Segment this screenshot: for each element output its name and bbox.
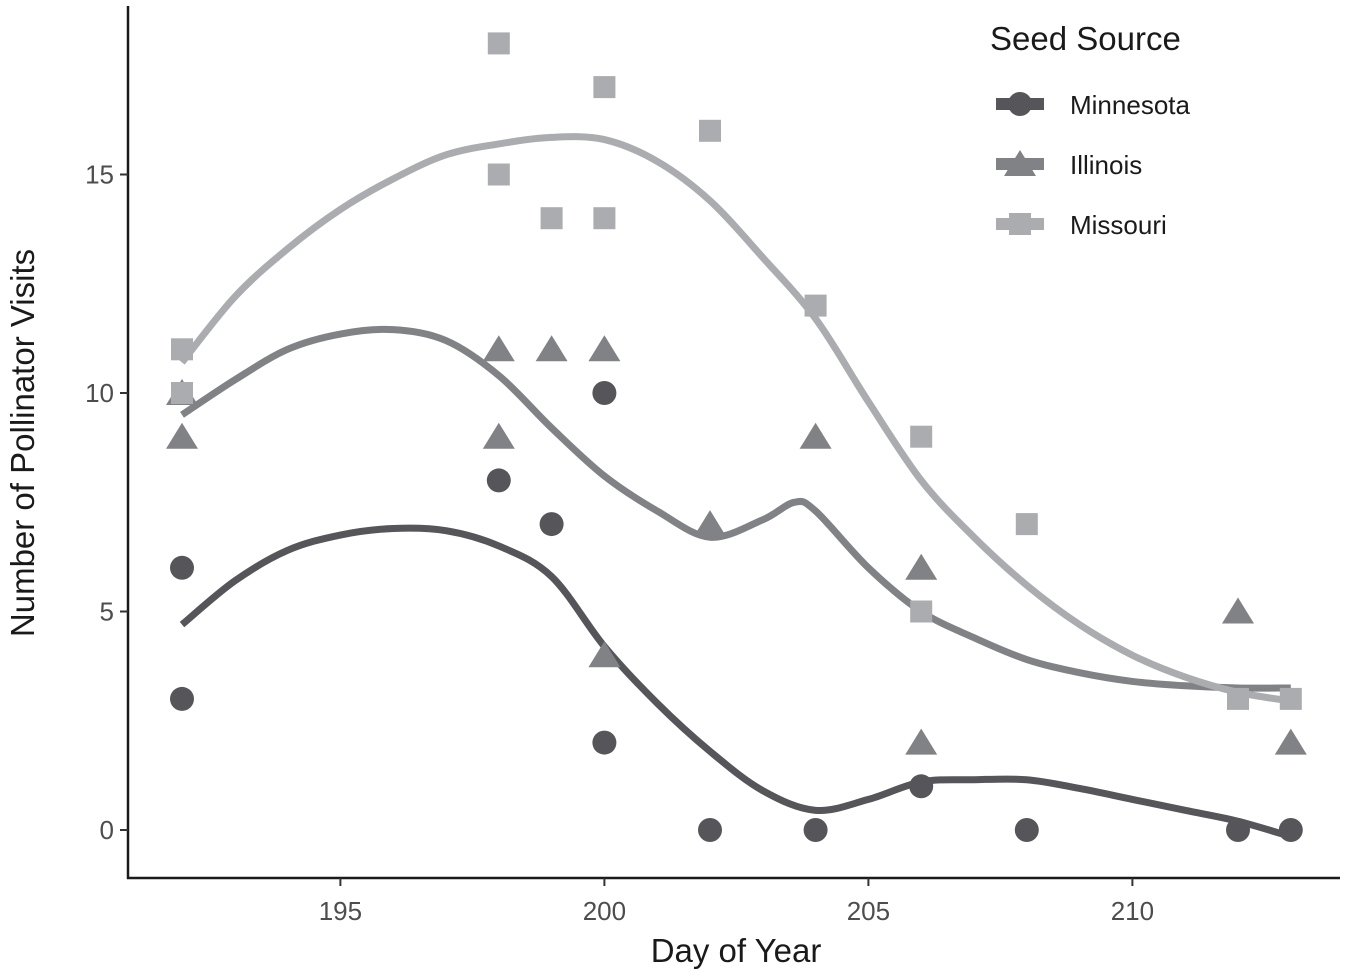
legend-item-minnesota: Minnesota (996, 90, 1190, 120)
data-point-triangle (799, 422, 832, 449)
legend-key-square-icon (996, 213, 1044, 235)
y-tick-label: 10 (85, 378, 114, 408)
data-point-circle (486, 468, 511, 493)
series-missouri (171, 32, 1302, 710)
x-tick-label: 210 (1111, 896, 1154, 926)
data-point-square (487, 32, 510, 55)
trend-line-illinois (180, 325, 1291, 692)
legend-label: Missouri (1070, 210, 1167, 240)
data-point-triangle (166, 422, 198, 449)
data-point-square (593, 76, 616, 99)
data-point-triangle (588, 641, 621, 668)
axes: 0 5 10 15 195 200 205 210 (85, 6, 1340, 926)
legend-label: Illinois (1070, 150, 1142, 180)
data-point-square (593, 207, 616, 230)
y-tick-label: 5 (100, 597, 114, 627)
legend-label: Minnesota (1070, 90, 1190, 120)
data-point-square (910, 600, 933, 623)
data-point-triangle (588, 335, 621, 362)
data-point-square (699, 119, 721, 142)
series-minnesota (170, 381, 1303, 842)
y-tick-label: 15 (85, 160, 114, 190)
data-point-square (1015, 513, 1038, 536)
data-point-circle (1014, 818, 1039, 842)
data-point-circle (170, 555, 194, 580)
data-point-triangle (905, 553, 938, 580)
legend: Seed Source Minnesota Illinois Missouri (990, 20, 1190, 240)
trend-line-missouri (179, 133, 1292, 705)
series-illinois (166, 325, 1307, 755)
data-point-triangle (694, 510, 726, 537)
trend-line-minnesota (179, 524, 1292, 840)
legend-item-missouri: Missouri (996, 210, 1167, 240)
x-tick-label: 205 (847, 896, 890, 926)
data-point-triangle (1274, 728, 1307, 755)
data-point-square (910, 425, 933, 448)
data-point-triangle (1222, 597, 1254, 624)
x-tick-label: 200 (583, 896, 626, 926)
y-axis-title: Number of Pollinator Visits (4, 249, 41, 637)
data-point-square (487, 163, 510, 186)
legend-key-marker (1004, 150, 1036, 176)
data-point-circle (539, 512, 564, 537)
legend-key-triangle-icon (996, 150, 1044, 176)
data-point-circle (803, 818, 828, 842)
legend-title: Seed Source (990, 20, 1181, 57)
data-point-circle (592, 381, 617, 405)
data-point-square (171, 382, 193, 404)
data-point-triangle (535, 335, 568, 362)
data-point-square (540, 207, 563, 230)
data-point-circle (698, 818, 722, 842)
x-tick-label: 195 (319, 896, 362, 926)
data-point-circle (170, 686, 194, 711)
data-point-triangle (482, 422, 515, 449)
data-point-triangle (905, 728, 938, 755)
legend-item-illinois: Illinois (996, 150, 1142, 180)
data-point-circle (1278, 818, 1303, 842)
plot-area (166, 32, 1307, 842)
legend-key-marker (1008, 92, 1032, 116)
legend-key-circle-icon (996, 92, 1044, 116)
legend-key-marker (1009, 213, 1031, 235)
y-tick-label: 0 (100, 815, 114, 845)
data-point-triangle (482, 335, 515, 362)
x-axis-title: Day of Year (651, 932, 822, 969)
data-point-circle (592, 730, 617, 755)
